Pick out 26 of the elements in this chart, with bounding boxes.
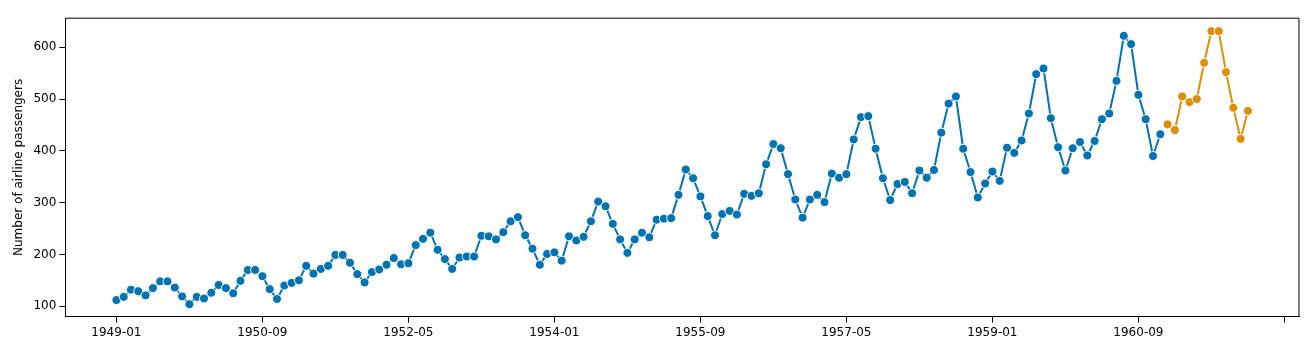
point [1162,119,1173,130]
point [1169,125,1180,136]
point [1242,105,1253,116]
y-tick-label: 300 [33,194,57,209]
point [1228,102,1239,113]
point [1177,91,1188,102]
y-tick-label: 400 [33,142,57,157]
y-tick-label: 200 [33,246,57,261]
point [1213,26,1224,37]
x-tick-label: 1949-01 [91,324,142,339]
x-tick-label: 1950-09 [237,324,288,339]
x-tick-label: 1952-05 [383,324,434,339]
y-tick-label: 500 [33,91,57,106]
y-axis-title: Number of airline passengers [11,78,26,256]
point [1184,97,1195,108]
point [1235,133,1246,144]
point [1199,57,1210,68]
point [1191,94,1202,105]
x-tick-label: 1957-05 [821,324,872,339]
x-tick-label: 1959-01 [967,324,1018,339]
x-tick-label: 1955-09 [675,324,726,339]
point [1221,67,1231,78]
y-tick-label: 100 [33,298,57,313]
x-tick-label: 1954-01 [529,324,580,339]
x-tick-label: 1960-09 [1113,324,1164,339]
y-tick-label: 600 [33,39,57,54]
